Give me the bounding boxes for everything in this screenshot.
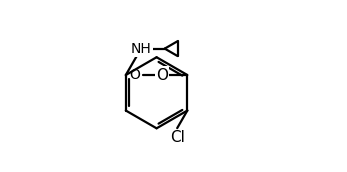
Text: Cl: Cl [170, 130, 185, 145]
Text: O: O [129, 68, 140, 82]
Text: O: O [156, 67, 168, 83]
Text: NH: NH [131, 42, 151, 56]
